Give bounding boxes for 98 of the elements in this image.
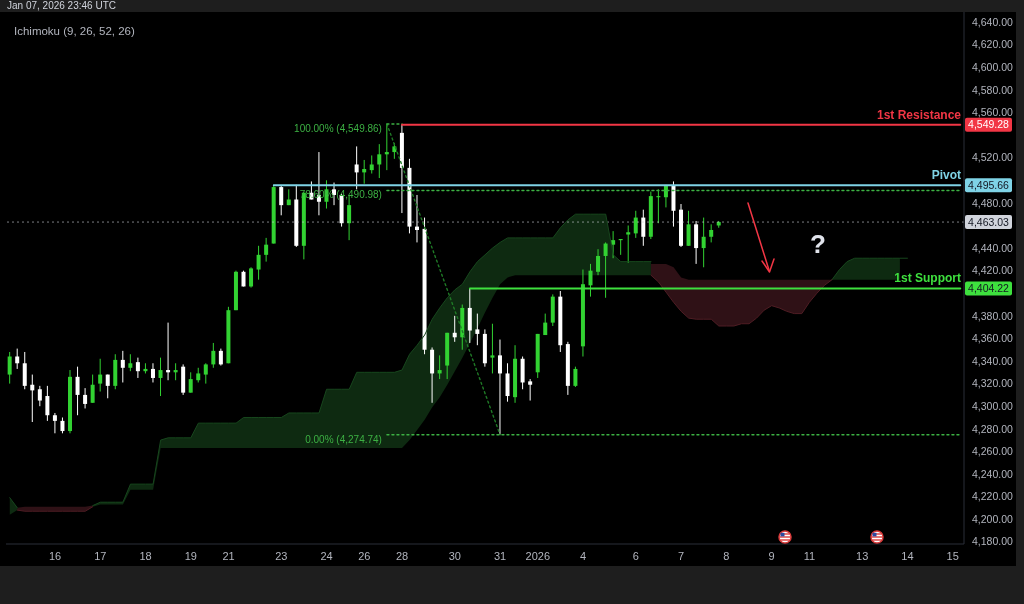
series-label: 1st Resistance — [876, 107, 962, 122]
y-tick-label: 4,440.00 — [972, 241, 1014, 254]
series-label: 100.00% (4,549.86) — [294, 122, 382, 134]
candlestick — [279, 185, 284, 216]
candlestick — [633, 210, 638, 239]
y-tick-label: 4,640.00 — [972, 15, 1014, 28]
candlestick — [588, 263, 593, 298]
x-tick-label: 7 — [678, 549, 685, 562]
candlestick — [505, 362, 510, 403]
candlestick — [497, 339, 502, 436]
candlestick — [83, 387, 88, 409]
y-tick-label: 4,620.00 — [972, 38, 1014, 51]
candlestick — [256, 245, 261, 281]
candlestick — [150, 362, 155, 383]
y-tick-label: 4,280.00 — [972, 422, 1014, 435]
x-tick-label: 16 — [48, 549, 62, 562]
x-tick-label: 31 — [493, 549, 507, 562]
candlestick — [641, 209, 646, 247]
annotation: Ichimoku (9, 26, 52, 26) — [14, 25, 135, 38]
x-tick-label: 14 — [901, 549, 914, 562]
y-tick-label: 4,340.00 — [972, 354, 1014, 367]
series-label: 0.00% (4,274.74) — [305, 433, 382, 445]
candlestick — [7, 351, 12, 385]
x-tick-label: 4 — [580, 549, 587, 562]
x-tick-label: 30 — [448, 549, 461, 562]
x-tick-label: 9 — [768, 549, 775, 562]
y-tick-label: 4,480.00 — [972, 196, 1014, 209]
y-tick-label: 4,320.00 — [972, 377, 1014, 390]
y-tick-label: 4,180.00 — [972, 535, 1014, 548]
candlestick — [611, 230, 616, 259]
x-tick-label: 19 — [184, 549, 197, 562]
candlestick — [264, 237, 269, 263]
x-tick-label: 6 — [632, 549, 639, 562]
candlestick — [573, 366, 578, 388]
y-tick-label: 4,200.00 — [972, 512, 1014, 525]
candlestick — [475, 313, 480, 346]
candlestick — [603, 241, 608, 299]
candlestick — [701, 217, 706, 268]
candlestick — [528, 378, 533, 402]
candlestick — [377, 143, 382, 179]
candlestick — [694, 220, 699, 265]
candlestick — [135, 357, 140, 379]
x-tick-label: 23 — [275, 549, 288, 562]
candlestick — [37, 385, 42, 407]
candlestick — [52, 412, 57, 434]
candlestick — [203, 362, 208, 385]
series-label: 78.60% (4,490.98) — [299, 189, 382, 201]
candlestick — [686, 210, 691, 247]
y-tick-label: 4,600.00 — [972, 61, 1014, 74]
y-tick-label: 4,220.00 — [972, 490, 1014, 503]
candlestick — [467, 287, 472, 344]
candlestick — [90, 374, 95, 404]
y-tick-label: 4,580.00 — [972, 83, 1014, 96]
y-tick-label: 4,420.00 — [972, 264, 1014, 277]
x-tick-label: 21 — [222, 549, 235, 562]
x-tick-label: 28 — [395, 549, 409, 562]
candlestick — [158, 357, 163, 397]
candlestick — [332, 182, 337, 206]
x-tick-label: 13 — [856, 549, 869, 562]
candlestick — [430, 346, 435, 404]
candlestick — [709, 223, 714, 243]
x-tick-label: 8 — [723, 549, 730, 562]
candlestick — [490, 323, 495, 374]
series-label: Pivot — [931, 168, 961, 183]
ref-line-label: 4,463.03 — [968, 215, 1010, 228]
candlestick — [45, 385, 50, 422]
data-label: 4,495.66 — [968, 179, 1010, 191]
candlestick — [596, 248, 601, 276]
chart-title: Jan 07, 2026 23:46 UTC — [7, 0, 116, 12]
y-tick-label: 4,260.00 — [972, 445, 1014, 458]
candlestick — [520, 356, 525, 390]
y-tick-label: 4,560.00 — [972, 106, 1014, 119]
candlestick — [211, 342, 216, 369]
candlestick — [369, 154, 374, 175]
x-tick-label: 17 — [94, 549, 107, 562]
x-tick-label: 2026 — [525, 549, 551, 562]
y-tick-label: 4,380.00 — [972, 309, 1014, 322]
candlestick — [188, 371, 193, 394]
candlestick — [98, 358, 103, 393]
x-tick-label: 11 — [803, 549, 816, 562]
candlestick — [626, 224, 631, 264]
candlestick — [22, 351, 27, 390]
y-tick-label: 4,300.00 — [972, 399, 1014, 412]
x-tick-label: 18 — [139, 549, 152, 562]
annotation: ? — [810, 229, 826, 260]
y-tick-label: 4,360.00 — [972, 332, 1014, 345]
series-label: 1st Support — [894, 271, 961, 286]
data-label: 4,549.28 — [968, 118, 1010, 131]
y-tick-label: 4,520.00 — [972, 151, 1014, 164]
x-tick-label: 26 — [358, 549, 371, 562]
x-tick-label: 15 — [946, 549, 959, 562]
candlestick — [120, 350, 125, 383]
candlestick — [249, 266, 254, 289]
x-tick-label: 24 — [320, 549, 333, 562]
y-tick-label: 4,240.00 — [972, 467, 1014, 480]
candlestick — [75, 366, 80, 416]
candlestick — [354, 145, 359, 190]
data-label: 4,404.22 — [968, 282, 1010, 295]
